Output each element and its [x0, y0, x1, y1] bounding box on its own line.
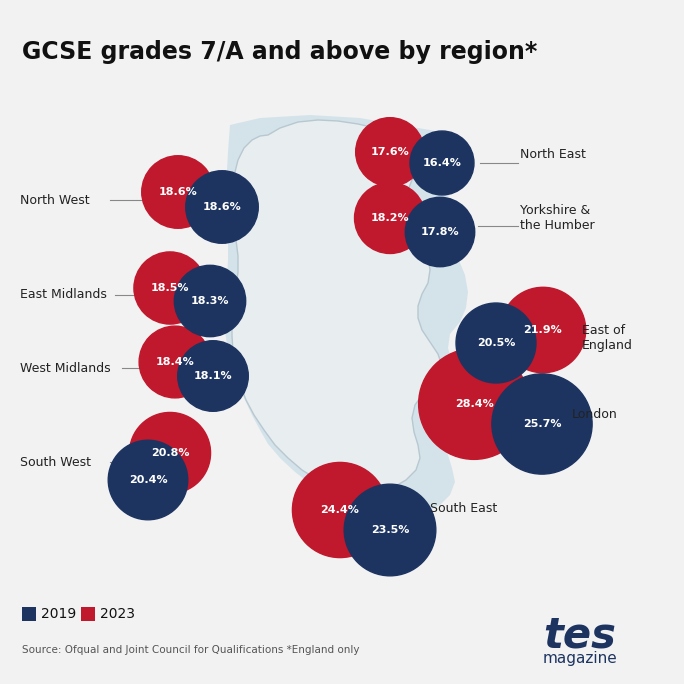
Circle shape — [500, 287, 586, 373]
Text: 18.6%: 18.6% — [202, 202, 241, 212]
Polygon shape — [224, 115, 468, 516]
Text: 18.4%: 18.4% — [156, 357, 194, 367]
Text: Yorkshire &
the Humber: Yorkshire & the Humber — [520, 204, 594, 232]
Bar — [81, 607, 95, 621]
Circle shape — [344, 484, 436, 576]
Text: 16.4%: 16.4% — [423, 158, 462, 168]
Text: 17.6%: 17.6% — [371, 147, 410, 157]
Text: tes: tes — [544, 614, 616, 656]
Circle shape — [186, 171, 259, 244]
Text: London: London — [572, 408, 618, 421]
Text: East Midlands: East Midlands — [20, 289, 107, 302]
Circle shape — [108, 440, 188, 520]
Circle shape — [129, 412, 211, 494]
Text: 18.5%: 18.5% — [150, 283, 189, 293]
Circle shape — [356, 118, 424, 186]
Text: 20.5%: 20.5% — [477, 338, 515, 348]
Text: North East: North East — [520, 148, 586, 161]
Text: 28.4%: 28.4% — [455, 399, 493, 409]
Circle shape — [293, 462, 388, 557]
Circle shape — [410, 131, 474, 195]
Polygon shape — [232, 120, 442, 492]
Text: 20.8%: 20.8% — [150, 448, 189, 458]
Text: North West: North West — [20, 194, 90, 207]
Text: 21.9%: 21.9% — [524, 325, 562, 335]
Text: GCSE grades 7/A and above by region*: GCSE grades 7/A and above by region* — [22, 40, 538, 64]
Circle shape — [456, 303, 536, 383]
Circle shape — [139, 326, 211, 398]
Text: 18.6%: 18.6% — [159, 187, 198, 197]
Text: 2019: 2019 — [41, 607, 76, 621]
Text: South West: South West — [20, 456, 91, 469]
Circle shape — [492, 374, 592, 474]
Text: 18.2%: 18.2% — [371, 213, 409, 223]
Text: 17.8%: 17.8% — [421, 227, 460, 237]
Circle shape — [134, 252, 206, 324]
Circle shape — [419, 349, 529, 460]
Text: East of
England: East of England — [582, 324, 633, 352]
Circle shape — [174, 265, 246, 337]
Text: magazine: magazine — [542, 650, 618, 666]
Text: 20.4%: 20.4% — [129, 475, 168, 485]
Text: 24.4%: 24.4% — [321, 505, 359, 515]
Text: Source: Ofqual and Joint Council for Qualifications *England only: Source: Ofqual and Joint Council for Qua… — [22, 645, 360, 655]
Text: 2023: 2023 — [100, 607, 135, 621]
Circle shape — [178, 341, 248, 411]
Circle shape — [354, 183, 425, 254]
Text: West Midlands: West Midlands — [20, 362, 111, 375]
Text: 18.3%: 18.3% — [191, 296, 229, 306]
Text: 25.7%: 25.7% — [523, 419, 562, 429]
Text: 23.5%: 23.5% — [371, 525, 409, 535]
Text: 18.1%: 18.1% — [194, 371, 233, 381]
Text: South East: South East — [430, 501, 497, 514]
Circle shape — [406, 197, 475, 267]
Circle shape — [142, 156, 214, 228]
Bar — [22, 607, 36, 621]
